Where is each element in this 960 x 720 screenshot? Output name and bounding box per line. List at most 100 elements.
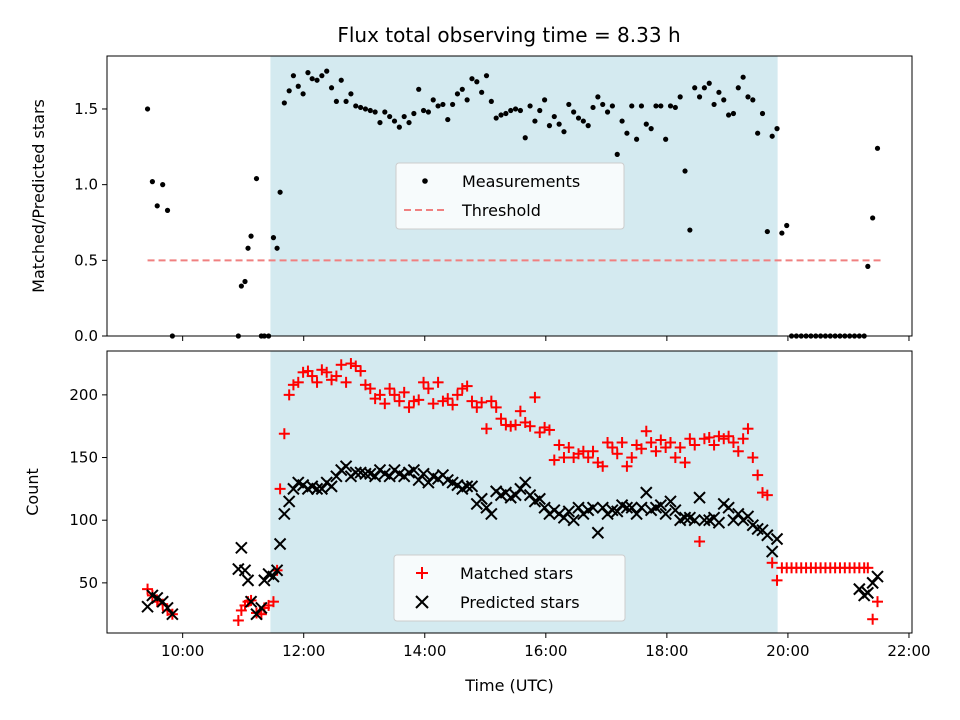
matched-star-point — [514, 405, 526, 417]
measurement-point — [328, 85, 335, 91]
matched-star-point — [274, 483, 286, 495]
matched-star-point — [597, 460, 609, 472]
x-axis-label: Time (UTC) — [464, 676, 553, 695]
measurement-point — [391, 118, 398, 124]
predicted-star-point — [339, 460, 353, 473]
matched-star-point — [573, 448, 584, 460]
bottom-y-ticks: 50 100 150 200 — [69, 386, 107, 592]
matched-star-point — [718, 433, 730, 445]
x-tick-label: 20:00 — [766, 642, 809, 660]
matched-star-point — [345, 358, 357, 370]
measurement-point — [696, 94, 703, 100]
legend-marker-matched — [416, 567, 428, 579]
predicted-star-point — [669, 503, 682, 517]
predicted-star-point — [422, 476, 435, 489]
predicted-star-point — [258, 574, 271, 587]
predicted-star-point — [635, 501, 648, 514]
predicted-star-point — [861, 586, 875, 600]
predicted-star-point — [241, 574, 255, 587]
measurement-point — [706, 80, 712, 86]
predicted-star-point — [765, 545, 779, 558]
matched-star-point — [757, 487, 768, 499]
legend-marker-predicted — [415, 595, 429, 609]
y-tick-label: 0.5 — [74, 251, 98, 269]
matched-star-point — [872, 596, 883, 608]
predicted-star-point — [273, 537, 287, 551]
measurement-point — [445, 116, 451, 123]
matched-star-point — [543, 424, 555, 436]
legend-marker-measurements — [422, 178, 428, 184]
measurement-point — [274, 245, 280, 251]
top-y-ticks: 0.0 0.5 1.0 1.5 — [74, 100, 107, 345]
measurement-point — [377, 119, 383, 126]
predicted-star-point — [664, 495, 677, 508]
matched-star-point — [442, 393, 454, 405]
predicted-star-point — [538, 501, 551, 514]
matched-star-point — [606, 442, 618, 454]
y-tick-label: 1.5 — [74, 100, 98, 118]
predicted-star-point — [383, 470, 396, 483]
bottom-legend-box — [393, 554, 626, 622]
measurement-point — [566, 101, 572, 108]
bottom-axes-frame — [106, 350, 913, 634]
matched-star-point — [539, 421, 551, 433]
predicted-star-point — [640, 486, 653, 499]
y-tick-label: 100 — [69, 511, 98, 529]
matched-star-point — [563, 442, 575, 454]
measurement-point — [716, 89, 722, 95]
matched-star-point — [640, 425, 652, 437]
predicted-star-point — [712, 516, 726, 529]
measurement-point — [253, 175, 260, 182]
measurement-point — [160, 182, 166, 188]
predicted-star-point — [480, 501, 493, 514]
matched-star-point — [364, 383, 376, 395]
measurement-point — [667, 103, 674, 109]
matched-star-point — [766, 557, 778, 569]
predicted-star-point — [630, 507, 643, 521]
predicted-star-point — [693, 491, 706, 504]
top-legend: Measurements Threshold — [395, 162, 625, 230]
matched-star-point — [321, 366, 333, 378]
matched-star-point — [306, 370, 318, 382]
measurement-point — [638, 103, 645, 109]
measurement-point — [343, 98, 349, 105]
measurement-point — [629, 103, 635, 109]
measurement-point — [248, 233, 254, 239]
y-tick-label: 1.0 — [74, 176, 98, 194]
matched-star-point — [379, 398, 391, 410]
measurement-point — [595, 94, 601, 100]
panel-counts: 50 100 150 200 10:00 12:00 14:00 16:00 18:00 20:… — [23, 350, 931, 695]
predicted-star-point — [412, 473, 425, 487]
predicted-star-point — [465, 480, 479, 493]
legend-label-threshold: Threshold — [461, 201, 541, 220]
y-tick-label: 50 — [79, 574, 98, 592]
predicted-star-point — [235, 541, 248, 554]
matched-star-point — [403, 401, 415, 413]
matched-star-point — [311, 376, 323, 388]
measurement-point — [556, 121, 562, 127]
chart-title: Flux total observing time = 8.33 h — [337, 23, 680, 47]
matched-star-point — [660, 442, 672, 454]
measurement-point — [425, 109, 431, 115]
predicted-star-point — [359, 467, 372, 481]
measurement-point — [551, 113, 557, 120]
x-tick-label: 22:00 — [887, 642, 930, 660]
measurement-point — [769, 133, 775, 139]
predicted-star-point — [596, 501, 609, 514]
matched-star-point — [867, 613, 879, 625]
measurement-point — [406, 119, 412, 126]
matched-star-point — [708, 439, 720, 451]
matched-star-point — [267, 596, 279, 608]
top-legend-box — [395, 162, 625, 230]
x-tick-label: 18:00 — [645, 642, 688, 660]
measurement-point — [537, 107, 543, 114]
matched-star-point — [287, 379, 299, 391]
measurement-point — [750, 97, 756, 103]
predicted-star-point — [330, 470, 343, 483]
measurement-point — [692, 85, 698, 91]
matched-star-point — [481, 423, 492, 435]
matched-star-point — [398, 386, 410, 398]
matched-star-point — [500, 419, 512, 431]
measurement-point — [575, 115, 582, 121]
